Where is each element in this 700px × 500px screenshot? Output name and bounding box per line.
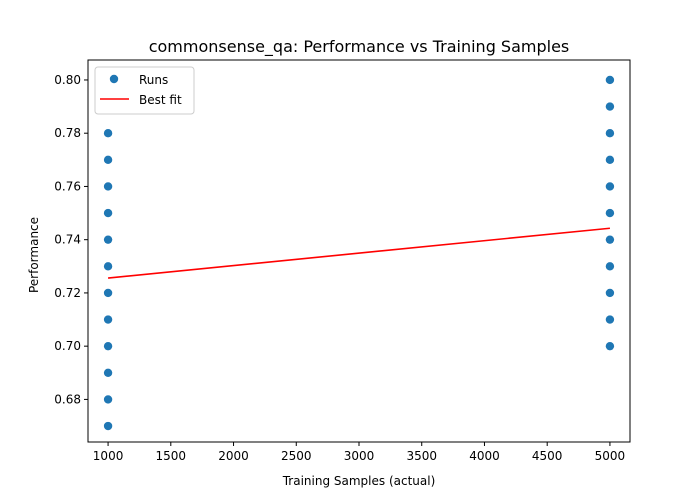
y-axis-label: Performance (27, 217, 41, 293)
legend-runs-marker (109, 74, 119, 84)
data-point (103, 288, 113, 298)
data-point (103, 155, 113, 165)
data-point (103, 208, 113, 218)
x-tick-label: 5000 (595, 449, 626, 463)
data-point (103, 368, 113, 377)
data-point (605, 155, 615, 165)
y-tick-label: 0.80 (54, 73, 81, 87)
data-point (103, 235, 113, 244)
best-fit-line (107, 227, 611, 279)
x-tick-label: 2000 (218, 449, 249, 463)
y-tick-label: 0.76 (54, 179, 81, 193)
data-point (103, 129, 113, 138)
x-tick-label: 1000 (93, 449, 124, 463)
data-point (103, 182, 113, 191)
data-point (605, 341, 615, 351)
data-point (605, 129, 615, 138)
legend-best-fit-label: Best fit (139, 93, 182, 107)
x-tick-label: 3000 (344, 449, 375, 463)
legend: Runs Best fit (94, 66, 195, 115)
x-tick-label: 4500 (532, 449, 563, 463)
data-point (605, 288, 615, 298)
y-tick-label: 0.68 (54, 392, 81, 406)
plot-area (87, 59, 631, 443)
data-point (605, 102, 615, 111)
data-point (605, 262, 615, 271)
data-point (605, 75, 615, 85)
data-point (605, 315, 615, 324)
data-point (605, 182, 615, 191)
data-point (103, 341, 113, 351)
legend-box (94, 66, 195, 115)
x-tick-label: 3500 (406, 449, 437, 463)
y-tick-label: 0.72 (54, 286, 81, 300)
x-axis-ticks: 1000 1500 2000 2500 3000 3500 4000 4500 5000 (93, 442, 625, 463)
y-tick-label: 0.74 (54, 233, 81, 247)
data-point (103, 395, 113, 404)
data-point (605, 235, 615, 244)
x-tick-label: 1500 (156, 449, 187, 463)
x-tick-label: 2500 (281, 449, 312, 463)
data-point (605, 208, 615, 218)
x-tick-label: 4000 (469, 449, 500, 463)
y-tick-label: 0.70 (54, 339, 81, 353)
data-point (103, 421, 113, 431)
y-tick-label: 0.78 (54, 126, 81, 140)
data-point (103, 262, 113, 271)
y-axis-ticks: 0.68 0.70 0.72 0.74 0.76 0.78 0.80 (54, 73, 88, 406)
data-point (103, 315, 113, 324)
chart-title: commonsense_qa: Performance vs Training … (149, 37, 570, 57)
legend-runs-label: Runs (139, 73, 168, 87)
x-axis-label: Training Samples (actual) (282, 474, 436, 488)
